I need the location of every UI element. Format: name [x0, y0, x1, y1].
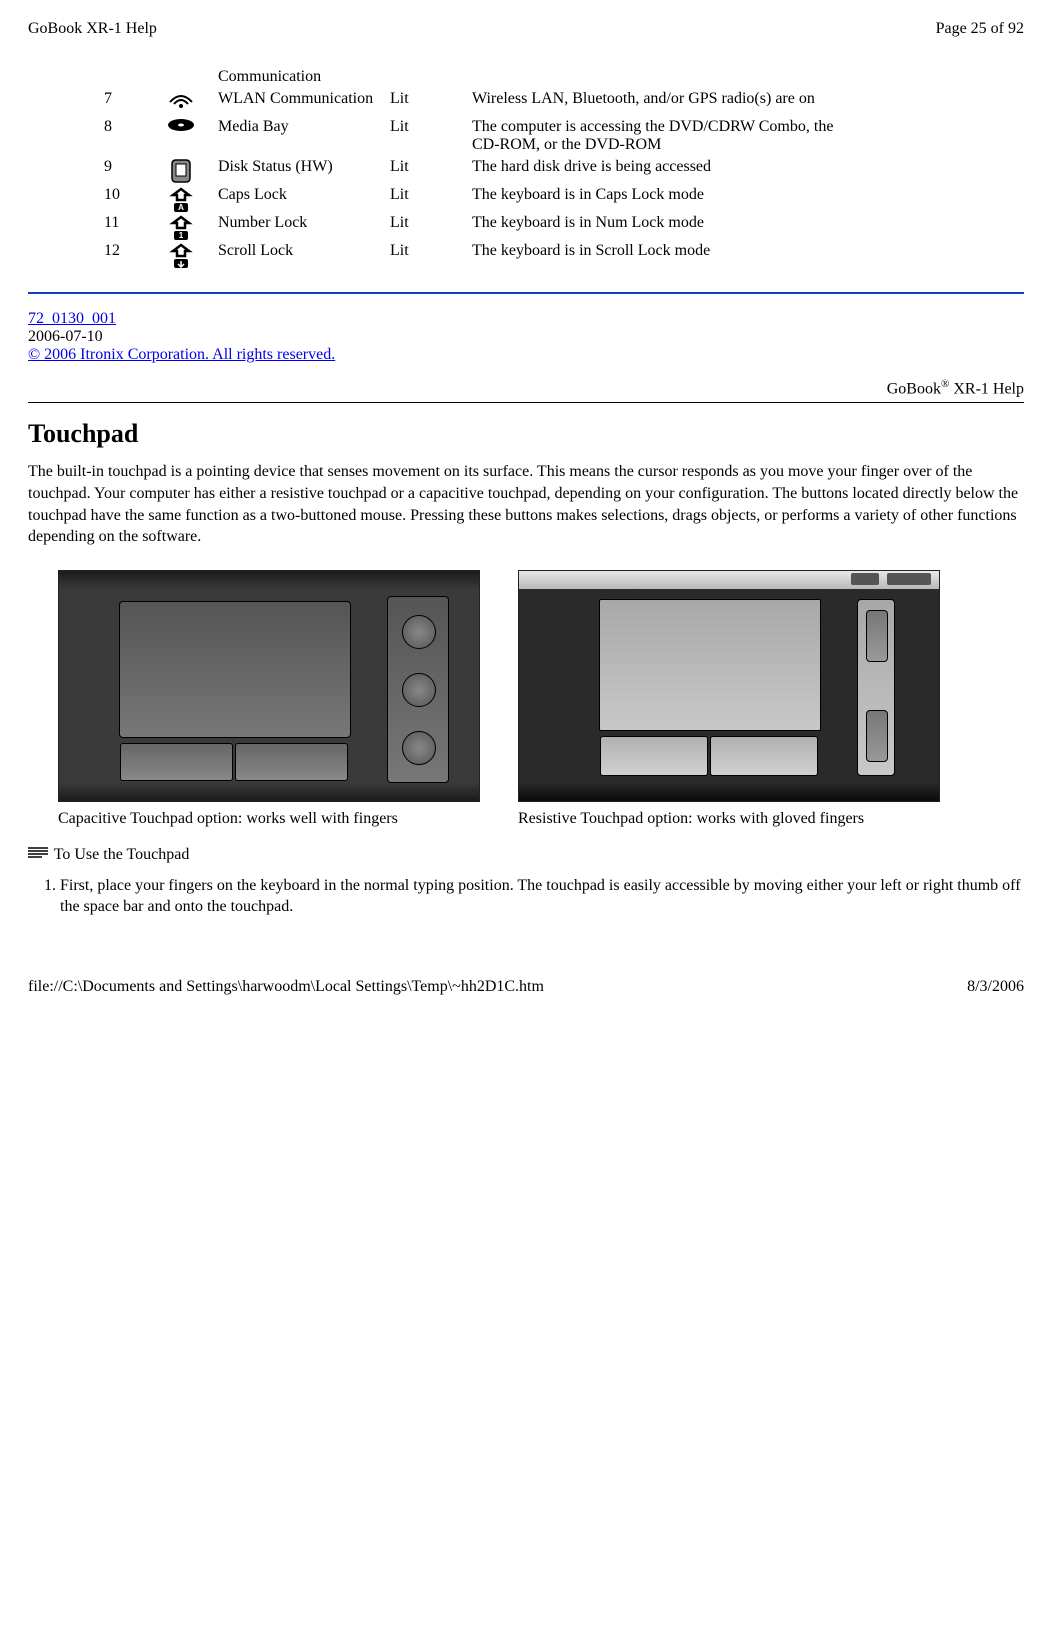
copyright-link[interactable]: © 2006 Itronix Corporation. All rights r…: [28, 346, 335, 363]
svg-text:A: A: [178, 203, 184, 212]
footer-left: file://C:\Documents and Settings\harwood…: [28, 978, 544, 996]
howto-steps: First, place your fingers on the keyboar…: [60, 875, 1024, 918]
resistive-touchpad-image: [518, 570, 940, 802]
row-number: 8: [98, 116, 150, 156]
table-row: Communication: [98, 66, 858, 88]
resistive-caption: Resistive Touchpad option: works with gl…: [508, 806, 968, 832]
touchpad-images-table: Capacitive Touchpad option: works well w…: [48, 566, 968, 832]
corner-prefix: GoBook: [887, 380, 941, 397]
table-row: 10 A Caps LockLitThe keyboard is in Caps L…: [98, 184, 858, 212]
row-name: WLAN Communication: [212, 88, 384, 116]
table-row: 111Number LockLitThe keyboard is in Num …: [98, 212, 858, 240]
doc-ref-line1[interactable]: 72_0130_001: [28, 310, 116, 327]
corner-help-label: GoBook® XR-1 Help: [28, 378, 1024, 398]
row-number: 7: [98, 88, 150, 116]
row-name: Scroll Lock: [212, 240, 384, 268]
section-title-touchpad: Touchpad: [28, 419, 1024, 449]
scroll-lock-icon: [150, 240, 212, 268]
row-description: The keyboard is in Caps Lock mode: [466, 184, 858, 212]
footer-right: 8/3/2006: [967, 978, 1024, 996]
list-item: First, place your fingers on the keyboar…: [60, 875, 1024, 918]
divider-thin: [28, 402, 1024, 403]
wifi-icon: [150, 88, 212, 116]
table-row: 8 Media BayLitThe computer is accessing t…: [98, 116, 858, 156]
row-description: Wireless LAN, Bluetooth, and/or GPS radi…: [466, 88, 858, 116]
row-state: Lit: [384, 116, 466, 156]
row-name: Caps Lock: [212, 184, 384, 212]
row-state: Lit: [384, 156, 466, 184]
row-description: The hard disk drive is being accessed: [466, 156, 858, 184]
row-state: Lit: [384, 240, 466, 268]
touchpad-paragraph: The built-in touchpad is a pointing devi…: [28, 461, 1024, 547]
row-state: Lit: [384, 212, 466, 240]
table-row: 7 WLAN CommunicationLitWireless LAN, Blue…: [98, 88, 858, 116]
row-number: 9: [98, 156, 150, 184]
row-name: Media Bay: [212, 116, 384, 156]
doc-ref-line2: 2006-07-10: [28, 328, 103, 345]
capacitive-caption: Capacitive Touchpad option: works well w…: [48, 806, 508, 832]
howto-heading: To Use the Touchpad: [28, 846, 1024, 865]
svg-text:1: 1: [179, 231, 184, 240]
header-left: GoBook XR-1 Help: [28, 20, 157, 38]
row-description: The keyboard is in Num Lock mode: [466, 212, 858, 240]
num-lock-icon: 1: [150, 212, 212, 240]
row-description: The keyboard is in Scroll Lock mode: [466, 240, 858, 268]
row-description: The computer is accessing the DVD/CDRW C…: [466, 116, 858, 156]
lines-icon: [28, 846, 50, 865]
row-name: Number Lock: [212, 212, 384, 240]
howto-label: To Use the Touchpad: [54, 846, 190, 863]
caps-lock-icon: A: [150, 184, 212, 212]
capacitive-touchpad-image: [58, 570, 480, 802]
pre-row-name: Communication: [212, 66, 384, 88]
row-name: Disk Status (HW): [212, 156, 384, 184]
led-status-table: Communication 7WLAN CommunicationLitWire…: [98, 66, 858, 268]
disc-icon: [150, 116, 212, 156]
table-row: 12 Scroll LockLitThe keyboard is in Scrol…: [98, 240, 858, 268]
table-row: 9 Disk Status (HW)LitThe hard disk drive …: [98, 156, 858, 184]
divider-blue: [28, 292, 1024, 294]
hdd-icon: [150, 156, 212, 184]
header-right: Page 25 of 92: [936, 20, 1024, 38]
row-state: Lit: [384, 88, 466, 116]
row-state: Lit: [384, 184, 466, 212]
row-number: 10: [98, 184, 150, 212]
page-header: GoBook XR-1 Help Page 25 of 92: [28, 20, 1024, 38]
corner-suffix: XR-1 Help: [949, 380, 1024, 397]
page-footer: file://C:\Documents and Settings\harwood…: [28, 978, 1024, 996]
row-number: 12: [98, 240, 150, 268]
doc-ref-block: 72_0130_001 2006-07-10 © 2006 Itronix Co…: [28, 310, 1024, 364]
row-number: 11: [98, 212, 150, 240]
